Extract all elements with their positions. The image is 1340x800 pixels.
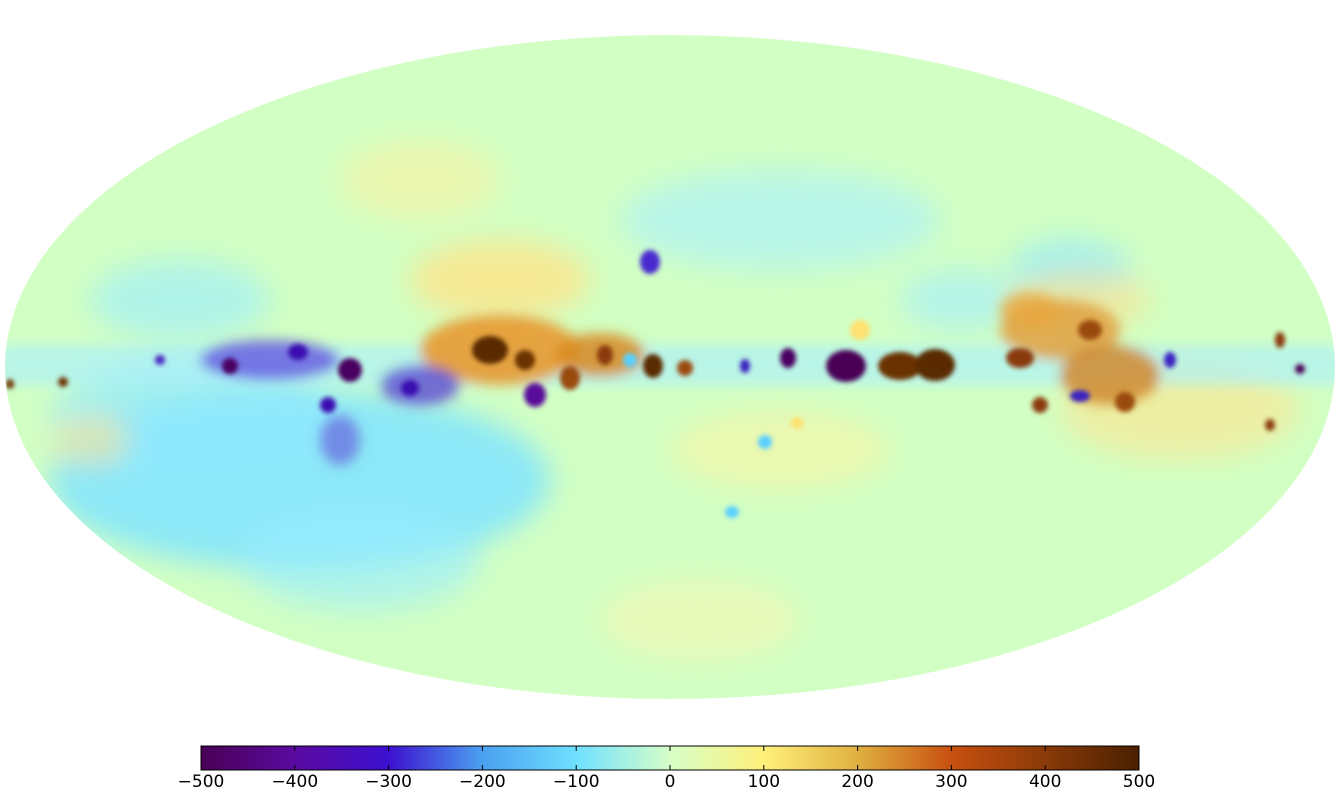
colorbar-tick-label: −500: [178, 772, 225, 792]
colorbar-tick-label: −300: [365, 772, 412, 792]
colorbar-tick-label: −100: [553, 772, 600, 792]
colorbar-tick-label: 0: [665, 772, 676, 792]
galactic-plane: [5, 292, 1335, 465]
colorbar-tick-label: 100: [748, 772, 780, 792]
colorbar-tick-label: 400: [1029, 772, 1061, 792]
colorbar-tick-labels: −500 −400 −300 −200 −100 0 100 200 300 400 500: [178, 772, 1156, 792]
colorbar-ticks: [200, 746, 1140, 770]
colorbar-tick-label: 200: [841, 772, 873, 792]
map-disk: [5, 35, 1335, 699]
colorbar-tick-label: 500: [1123, 772, 1155, 792]
colorbar-tick-label: −200: [459, 772, 506, 792]
diffuse-structure: [50, 140, 1300, 660]
colorbar-tick-label: −400: [271, 772, 318, 792]
colorbar-tick-label: 300: [935, 772, 967, 792]
compact-sources: [6, 250, 1305, 518]
